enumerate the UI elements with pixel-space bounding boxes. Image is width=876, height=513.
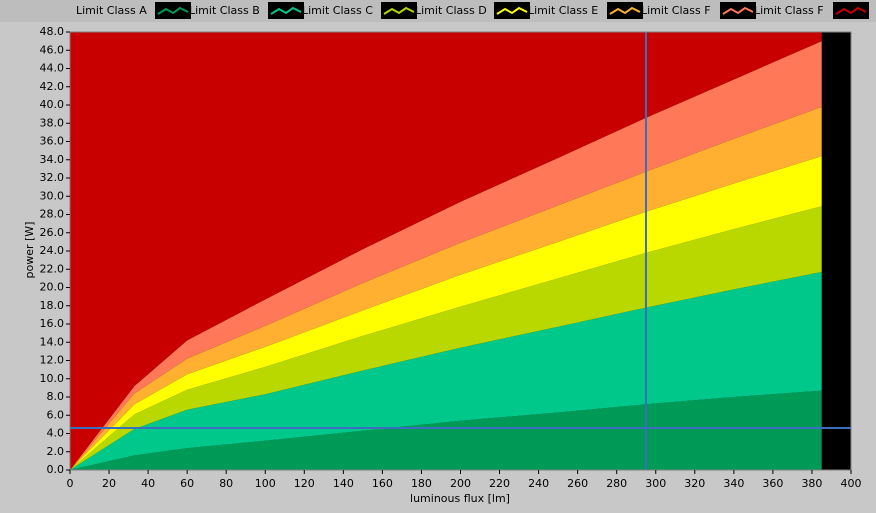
y-tick-label: 22.0 bbox=[40, 262, 65, 275]
x-tick-label: 280 bbox=[606, 477, 627, 490]
x-tick-label: 360 bbox=[762, 477, 783, 490]
legend-swatch-bg bbox=[155, 2, 191, 19]
y-tick-label: 14.0 bbox=[40, 335, 65, 348]
legend-swatch bbox=[835, 6, 867, 15]
x-tick-label: 80 bbox=[219, 477, 233, 490]
y-tick-label: 34.0 bbox=[40, 153, 65, 166]
y-tick-label: 30.0 bbox=[40, 189, 65, 202]
legend-swatch-bg bbox=[268, 2, 304, 19]
y-tick-label: 20.0 bbox=[40, 281, 65, 294]
x-tick-label: 40 bbox=[141, 477, 155, 490]
y-tick-label: 6.0 bbox=[47, 408, 65, 421]
x-tick-label: 400 bbox=[841, 477, 862, 490]
x-tick-label: 100 bbox=[255, 477, 276, 490]
y-tick-label: 32.0 bbox=[40, 171, 65, 184]
legend-swatch-bg bbox=[607, 2, 643, 19]
y-axis-title: power [W] bbox=[23, 222, 36, 279]
x-tick-label: 60 bbox=[180, 477, 194, 490]
y-tick-label: 42.0 bbox=[40, 80, 65, 93]
legend-label: Limit Class F bbox=[641, 4, 711, 17]
legend-swatch bbox=[157, 6, 189, 15]
y-tick-label: 24.0 bbox=[40, 244, 65, 257]
y-tick-label: 16.0 bbox=[40, 317, 65, 330]
x-tick-label: 340 bbox=[723, 477, 744, 490]
area bbox=[70, 206, 822, 470]
y-tick-label: 0.0 bbox=[47, 463, 65, 476]
y-tick-label: 28.0 bbox=[40, 208, 65, 221]
y-tick-label: 4.0 bbox=[47, 427, 65, 440]
y-tick-label: 2.0 bbox=[47, 445, 65, 458]
x-tick-label: 0 bbox=[67, 477, 74, 490]
x-tick-label: 380 bbox=[801, 477, 822, 490]
legend-swatch bbox=[722, 6, 754, 15]
legend-label: Limit Class D bbox=[415, 4, 487, 17]
legend-swatch-bg bbox=[494, 2, 530, 19]
area bbox=[70, 271, 822, 470]
area bbox=[70, 390, 822, 470]
y-tick-label: 40.0 bbox=[40, 98, 65, 111]
legend-label: Limit Class E bbox=[528, 4, 598, 17]
y-tick-label: 10.0 bbox=[40, 372, 65, 385]
legend-bar bbox=[0, 0, 876, 22]
y-tick-label: 44.0 bbox=[40, 62, 65, 75]
x-tick-label: 240 bbox=[528, 477, 549, 490]
area bbox=[70, 106, 822, 470]
x-tick-label: 220 bbox=[489, 477, 510, 490]
y-tick-label: 38.0 bbox=[40, 116, 65, 129]
legend-label: Limit Class A bbox=[76, 4, 147, 17]
y-tick-label: 26.0 bbox=[40, 226, 65, 239]
legend-swatch-bg bbox=[381, 2, 417, 19]
y-tick-label: 36.0 bbox=[40, 135, 65, 148]
y-tick-label: 12.0 bbox=[40, 354, 65, 367]
legend-swatch-bg bbox=[833, 2, 869, 19]
y-tick-label: 46.0 bbox=[40, 43, 65, 56]
legend-swatch bbox=[383, 6, 415, 15]
legend-swatch-bg bbox=[720, 2, 756, 19]
legend-label: Limit Class B bbox=[189, 4, 260, 17]
legend-swatch bbox=[609, 6, 641, 15]
legend-label: Limit Class F bbox=[754, 4, 824, 17]
legend-swatch bbox=[496, 6, 528, 15]
x-tick-label: 180 bbox=[411, 477, 432, 490]
x-axis-title: luminous flux [lm] bbox=[410, 492, 510, 505]
area bbox=[70, 41, 822, 470]
x-tick-label: 320 bbox=[684, 477, 705, 490]
area bbox=[70, 32, 822, 470]
x-tick-label: 120 bbox=[294, 477, 315, 490]
x-tick-label: 160 bbox=[372, 477, 393, 490]
y-tick-label: 48.0 bbox=[40, 25, 65, 38]
y-tick-label: 18.0 bbox=[40, 299, 65, 312]
x-tick-label: 260 bbox=[567, 477, 588, 490]
x-tick-label: 140 bbox=[333, 477, 354, 490]
x-tick-label: 20 bbox=[102, 477, 116, 490]
x-tick-label: 200 bbox=[450, 477, 471, 490]
x-tick-label: 300 bbox=[645, 477, 666, 490]
area bbox=[70, 156, 822, 470]
y-tick-label: 8.0 bbox=[47, 390, 65, 403]
legend-swatch bbox=[270, 6, 302, 15]
legend-label: Limit Class C bbox=[302, 4, 373, 17]
